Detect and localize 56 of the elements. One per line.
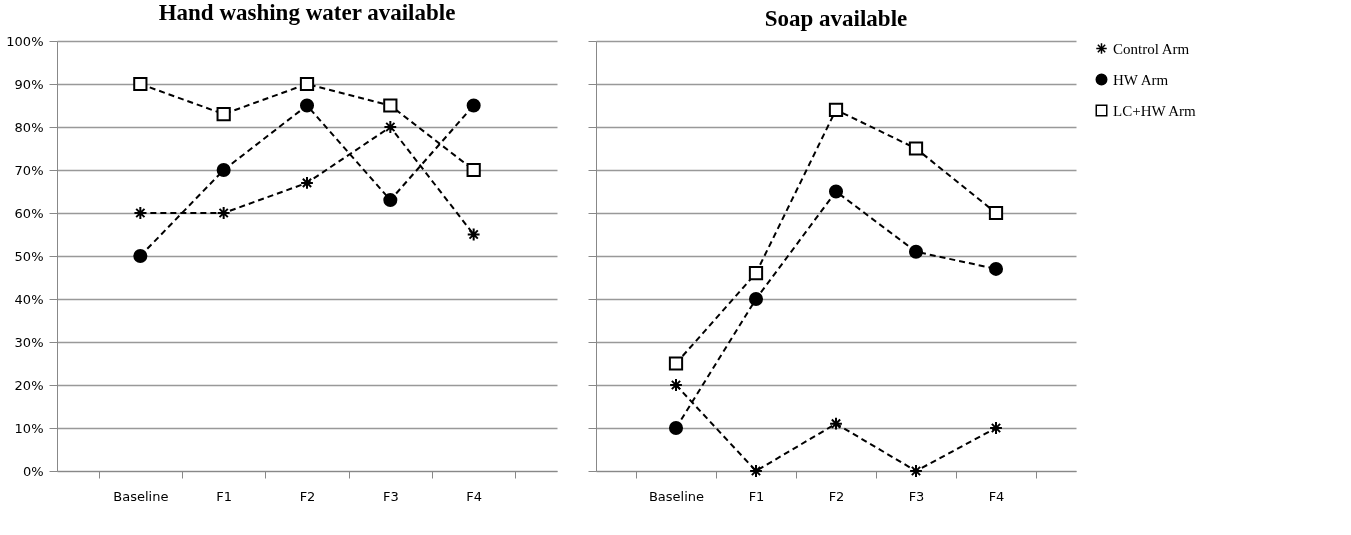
point: [828, 184, 844, 199]
x-tick-label: F4: [466, 488, 483, 504]
y-tick-label: 20%: [14, 377, 44, 393]
y-tick-label: 0%: [22, 463, 44, 479]
point: [828, 102, 844, 117]
x-tick-label: F1: [216, 488, 233, 504]
y-tick-label: 80%: [14, 119, 44, 135]
x-tick-label: Baseline: [648, 488, 705, 504]
point: [668, 420, 684, 436]
point: [749, 464, 763, 478]
legend-label: LC+HW Arm: [1113, 102, 1197, 119]
point: [383, 98, 398, 113]
point: [989, 421, 1003, 435]
point: [383, 120, 398, 134]
y-tick-label: 90%: [14, 76, 44, 92]
point: [988, 261, 1004, 276]
point: [908, 141, 924, 156]
y-tick-label: 70%: [14, 162, 44, 178]
point: [299, 76, 315, 92]
x-tick-label: F4: [988, 488, 1005, 504]
chart-title: Hand washing water available: [158, 0, 456, 25]
point: [216, 162, 231, 178]
x-tick-label: F2: [828, 488, 845, 504]
y-tick-label: 100%: [6, 33, 44, 49]
legend-label: Control Arm: [1113, 40, 1190, 57]
point: [133, 248, 148, 264]
point: [466, 98, 481, 113]
point: [466, 227, 481, 242]
x-tick-label: F2: [299, 488, 316, 504]
x-tick-label: F3: [908, 488, 925, 504]
point: [829, 416, 843, 431]
x-tick-label: Baseline: [113, 488, 169, 504]
point: [300, 175, 314, 190]
point: [668, 356, 684, 371]
point: [988, 205, 1004, 221]
point: [216, 206, 231, 220]
point: [748, 266, 764, 281]
y-tick-label: 10%: [14, 420, 44, 436]
y-tick-label: 30%: [14, 334, 44, 350]
x-tick-label: F1: [748, 488, 765, 504]
point: [466, 162, 481, 178]
point: [133, 206, 148, 220]
point: [908, 244, 924, 259]
y-tick-label: 40%: [14, 291, 44, 307]
point: [669, 378, 683, 392]
legend-label: HW Arm: [1113, 71, 1169, 88]
point: [383, 193, 398, 208]
point: [299, 98, 315, 113]
y-tick-label: 60%: [14, 205, 44, 221]
point: [216, 106, 231, 122]
point: [748, 291, 764, 307]
point: [909, 464, 923, 478]
x-tick-label: F3: [382, 488, 399, 504]
chart-title: Soap available: [764, 5, 908, 31]
point: [133, 76, 148, 92]
y-tick-label: 50%: [14, 248, 44, 264]
